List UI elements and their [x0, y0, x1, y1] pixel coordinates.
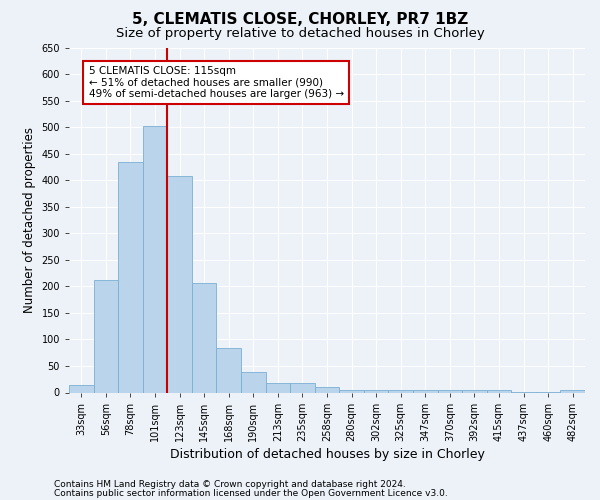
- Bar: [364, 390, 388, 392]
- Bar: [167, 176, 192, 392]
- Bar: [290, 383, 315, 392]
- Bar: [388, 390, 413, 392]
- Bar: [143, 126, 167, 392]
- Bar: [315, 387, 339, 392]
- Bar: [241, 372, 266, 392]
- Text: Contains public sector information licensed under the Open Government Licence v3: Contains public sector information licen…: [54, 489, 448, 498]
- Bar: [437, 390, 462, 392]
- Text: Contains HM Land Registry data © Crown copyright and database right 2024.: Contains HM Land Registry data © Crown c…: [54, 480, 406, 489]
- Bar: [94, 280, 118, 392]
- Bar: [217, 348, 241, 393]
- Y-axis label: Number of detached properties: Number of detached properties: [23, 127, 36, 313]
- Bar: [69, 384, 94, 392]
- Bar: [560, 390, 585, 392]
- Bar: [266, 383, 290, 392]
- Bar: [118, 162, 143, 392]
- Text: 5, CLEMATIS CLOSE, CHORLEY, PR7 1BZ: 5, CLEMATIS CLOSE, CHORLEY, PR7 1BZ: [132, 12, 468, 28]
- Bar: [462, 390, 487, 392]
- Text: 5 CLEMATIS CLOSE: 115sqm
← 51% of detached houses are smaller (990)
49% of semi-: 5 CLEMATIS CLOSE: 115sqm ← 51% of detach…: [89, 66, 344, 100]
- X-axis label: Distribution of detached houses by size in Chorley: Distribution of detached houses by size …: [170, 448, 484, 461]
- Text: Size of property relative to detached houses in Chorley: Size of property relative to detached ho…: [116, 28, 484, 40]
- Bar: [487, 390, 511, 392]
- Bar: [192, 282, 217, 393]
- Bar: [413, 390, 437, 392]
- Bar: [339, 390, 364, 392]
